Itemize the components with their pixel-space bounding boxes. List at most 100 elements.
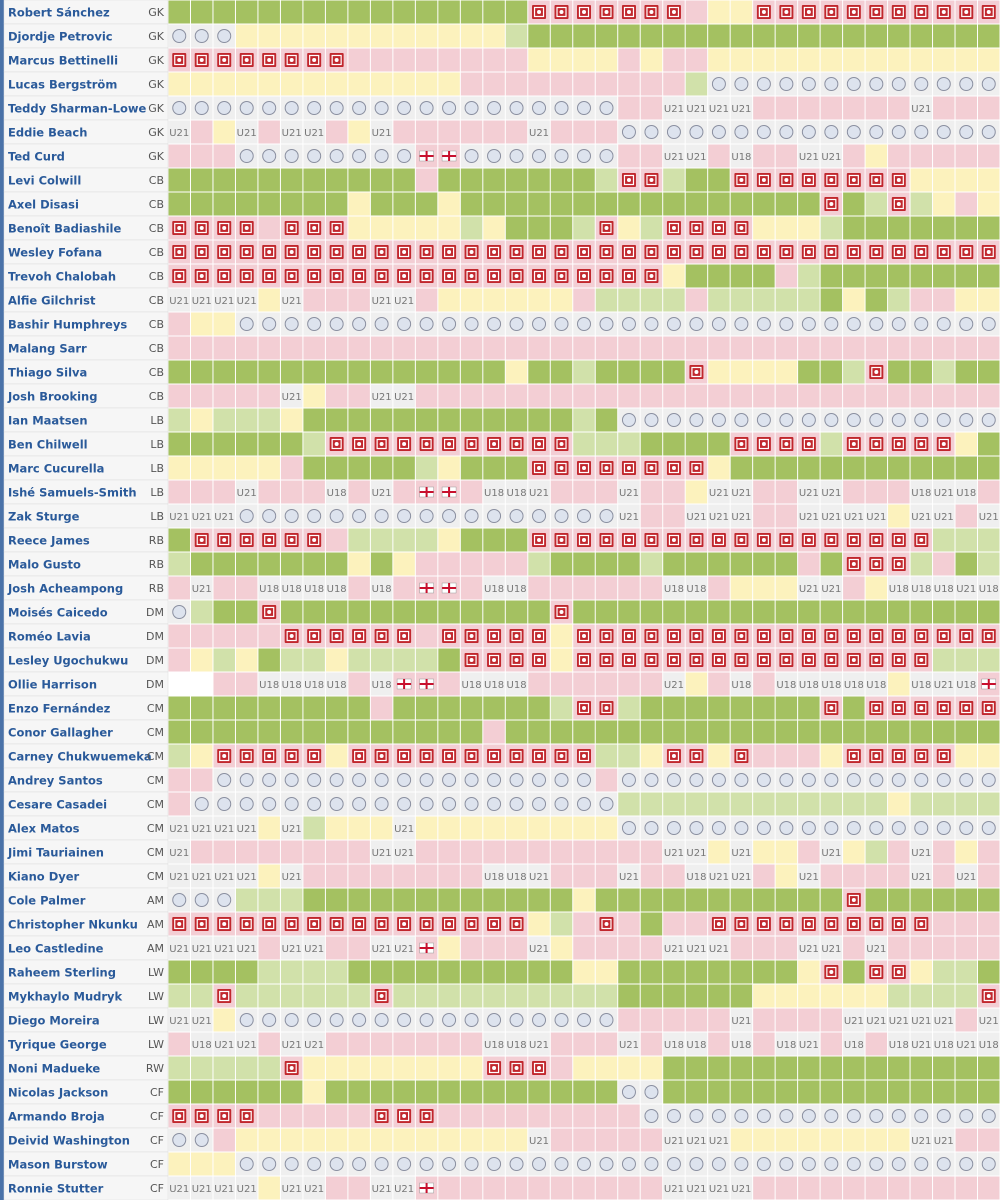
player-name[interactable]: Robert Sánchez: [8, 6, 110, 20]
player-name[interactable]: Zak Sturge: [8, 510, 80, 524]
player-name[interactable]: Ben Chilwell: [8, 438, 88, 452]
player-name[interactable]: Enzo Fernández: [8, 702, 111, 716]
player-name[interactable]: Malo Gusto: [8, 558, 81, 572]
position: LB: [150, 462, 164, 475]
player-name[interactable]: Ollie Harrison: [8, 678, 97, 692]
match-cell: [348, 1104, 370, 1128]
player-row: Levi Colwill CB: [0, 167, 1000, 193]
player-name[interactable]: Alex Matos: [8, 822, 80, 836]
match-cell: [753, 48, 775, 72]
match-cell: [730, 792, 753, 816]
player-name[interactable]: Josh Brooking: [7, 390, 97, 404]
player-name[interactable]: Reece James: [8, 534, 90, 548]
player-name[interactable]: Raheem Sterling: [8, 966, 116, 980]
match-cell: [303, 1128, 325, 1152]
player-name[interactable]: Mykhaylo Mudryk: [8, 990, 123, 1004]
club-badge: [981, 1157, 996, 1171]
match-cell: [955, 1056, 978, 1080]
player-name[interactable]: Alfie Gilchrist: [8, 294, 96, 308]
match-cell: [595, 600, 618, 624]
player-name[interactable]: Levi Colwill: [8, 174, 81, 188]
match-cell: [708, 984, 730, 1008]
club-badge: [936, 413, 951, 427]
player-name[interactable]: Christopher Nkunku: [8, 918, 138, 932]
name-cell: [3, 935, 169, 961]
injury-icon-dot: [829, 202, 834, 206]
player-name[interactable]: Cesare Casadei: [8, 798, 107, 812]
name-cell: [3, 815, 169, 841]
club-badge: [801, 77, 816, 91]
match-cell: [730, 696, 753, 720]
match-cell: [888, 504, 910, 528]
match-cell: [483, 72, 505, 96]
match-cell: [303, 1080, 325, 1104]
injury-icon-frame: [578, 270, 590, 282]
player-name[interactable]: Lucas Bergström: [8, 78, 117, 92]
match-cell: [888, 888, 910, 912]
club-badge: [891, 77, 906, 91]
player-name[interactable]: Josh Acheampong: [7, 582, 123, 596]
player-name[interactable]: Diego Moreira: [8, 1014, 100, 1028]
player-name[interactable]: Noni Madueke: [8, 1062, 100, 1076]
match-cell: [483, 672, 505, 696]
match-cell: [505, 72, 528, 96]
player-name[interactable]: Ian Maatsen: [8, 414, 88, 428]
player-name[interactable]: Trevoh Chalobah: [8, 270, 116, 284]
player-name[interactable]: Eddie Beach: [8, 126, 87, 140]
injury-icon-frame: [848, 654, 859, 666]
match-cell: [550, 1032, 573, 1056]
player-name[interactable]: Conor Gallagher: [8, 726, 113, 740]
player-name[interactable]: Tyrique George: [8, 1038, 107, 1052]
player-name[interactable]: Thiago Silva: [8, 366, 87, 380]
player-name[interactable]: Nicolas Jackson: [8, 1086, 108, 1100]
injury-icon-dot: [671, 658, 676, 662]
club-badge: [779, 125, 794, 139]
player-name[interactable]: Teddy Sharman-Lowe: [8, 102, 147, 116]
player-name[interactable]: Wesley Fofana: [8, 246, 102, 260]
match-cell: [348, 888, 370, 912]
player-name[interactable]: Ronnie Stutter: [8, 1182, 104, 1196]
match-cell: [325, 408, 348, 432]
player-name[interactable]: Moisés Caicedo: [8, 606, 108, 620]
position: CB: [149, 222, 164, 235]
player-name[interactable]: Kiano Dyer: [8, 870, 80, 884]
player-name[interactable]: Ishé Samuels-Smith: [8, 486, 137, 500]
player-name[interactable]: Carney Chukwuemeka: [8, 750, 152, 764]
match-cell: [708, 480, 730, 504]
row-stripe: [0, 1152, 4, 1176]
player-name[interactable]: Cole Palmer: [8, 894, 86, 908]
position: CF: [150, 1134, 164, 1147]
player-name[interactable]: Malang Sarr: [8, 342, 87, 356]
match-cell: [258, 384, 280, 408]
player-name[interactable]: Djordje Petrovic: [8, 30, 113, 44]
injury-icon-dot: [806, 658, 811, 662]
player-name[interactable]: Roméo Lavia: [8, 630, 91, 644]
match-cell: [573, 360, 595, 384]
player-name[interactable]: Benoît Badiashile: [8, 222, 121, 236]
player-name[interactable]: Andrey Santos: [8, 774, 103, 788]
player-name[interactable]: Jimi Tauriainen: [7, 846, 104, 860]
player-name[interactable]: Axel Disasi: [8, 198, 79, 212]
player-name[interactable]: Mason Burstow: [8, 1158, 108, 1172]
injury-icon-frame: [803, 918, 814, 930]
player-name[interactable]: Ted Curd: [8, 150, 65, 164]
position: DM: [146, 606, 164, 619]
player-name[interactable]: Deivid Washington: [8, 1134, 130, 1148]
match-cell: [640, 792, 663, 816]
player-name[interactable]: Bashir Humphreys: [8, 318, 127, 332]
match-cell: [618, 696, 640, 720]
player-name[interactable]: Marc Cucurella: [8, 462, 104, 476]
player-name[interactable]: Armando Broja: [8, 1110, 105, 1124]
club-badge: [621, 1085, 636, 1099]
player-name[interactable]: Lesley Ugochukwu: [8, 654, 128, 668]
match-cell: [325, 840, 348, 864]
player-name[interactable]: Leo Castledine: [8, 942, 104, 956]
match-cell: [573, 816, 595, 840]
name-cell: [3, 551, 169, 577]
player-name[interactable]: Marcus Bettinelli: [8, 54, 118, 68]
match-cell: [730, 264, 753, 288]
squad-label: U21: [731, 512, 751, 523]
injury-icon-dot: [357, 274, 362, 278]
match-cell: [213, 144, 235, 168]
squad-label: U21: [709, 1136, 729, 1147]
